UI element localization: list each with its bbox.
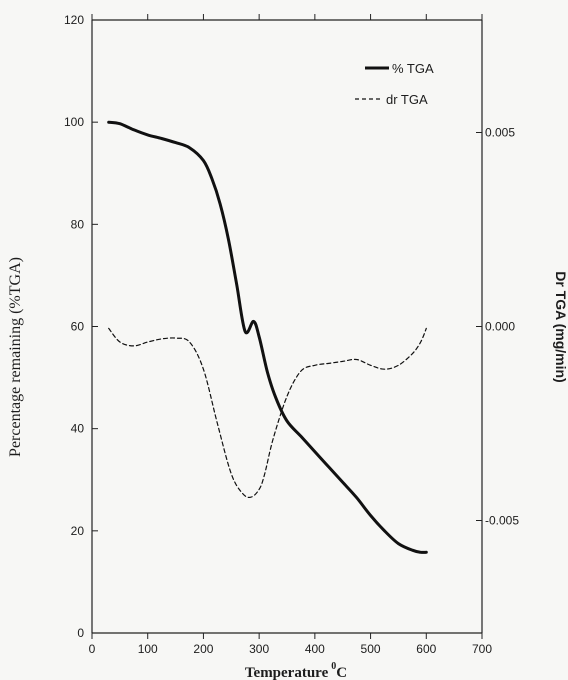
y2-tick-label: 0.000 xyxy=(485,320,515,334)
x-tick-label: 600 xyxy=(416,642,436,656)
legend-label: dr TGA xyxy=(386,92,428,107)
x-tick-label: 0 xyxy=(89,642,96,656)
y-tick-label: 0 xyxy=(77,626,84,640)
y-tick-label: 40 xyxy=(71,422,85,436)
legend-label: % TGA xyxy=(392,61,434,76)
series-line-dr-tga xyxy=(108,327,427,499)
y-tick-label: 80 xyxy=(71,217,85,231)
x-tick-label: 300 xyxy=(249,642,269,656)
x-axis-title-unit: C xyxy=(336,665,347,680)
series-line-tga xyxy=(107,120,428,554)
y-tick-label: 60 xyxy=(71,320,85,334)
axis-ticks: 0 100 200 300 400 500 600 700 0 20 40 60 80 100 120 -0.… xyxy=(64,13,519,656)
series-lines xyxy=(107,120,428,554)
x-tick-label: 100 xyxy=(138,642,158,656)
y-tick-label: 20 xyxy=(71,524,85,538)
y-axis-title: Percentage remaining (%TGA) xyxy=(7,257,24,457)
x-axis-title-degree: 0 xyxy=(331,661,336,672)
y2-tick-label: -0.005 xyxy=(485,513,519,527)
x-tick-label: 200 xyxy=(193,642,213,656)
y2-tick-label: 0.005 xyxy=(485,126,515,140)
x-axis-title-main: Temperature xyxy=(245,665,329,680)
y2-axis-title: Dr TGA (mg/min) xyxy=(553,271,568,382)
plot-frame xyxy=(91,19,483,634)
legend: % TGA dr TGA xyxy=(355,61,434,107)
y-tick-label: 100 xyxy=(64,115,84,129)
y-tick-label: 120 xyxy=(64,13,84,27)
x-tick-label: 700 xyxy=(472,642,492,656)
x-tick-label: 400 xyxy=(305,642,325,656)
x-axis-title: Temperature 0C xyxy=(245,661,347,680)
x-tick-label: 500 xyxy=(361,642,381,656)
